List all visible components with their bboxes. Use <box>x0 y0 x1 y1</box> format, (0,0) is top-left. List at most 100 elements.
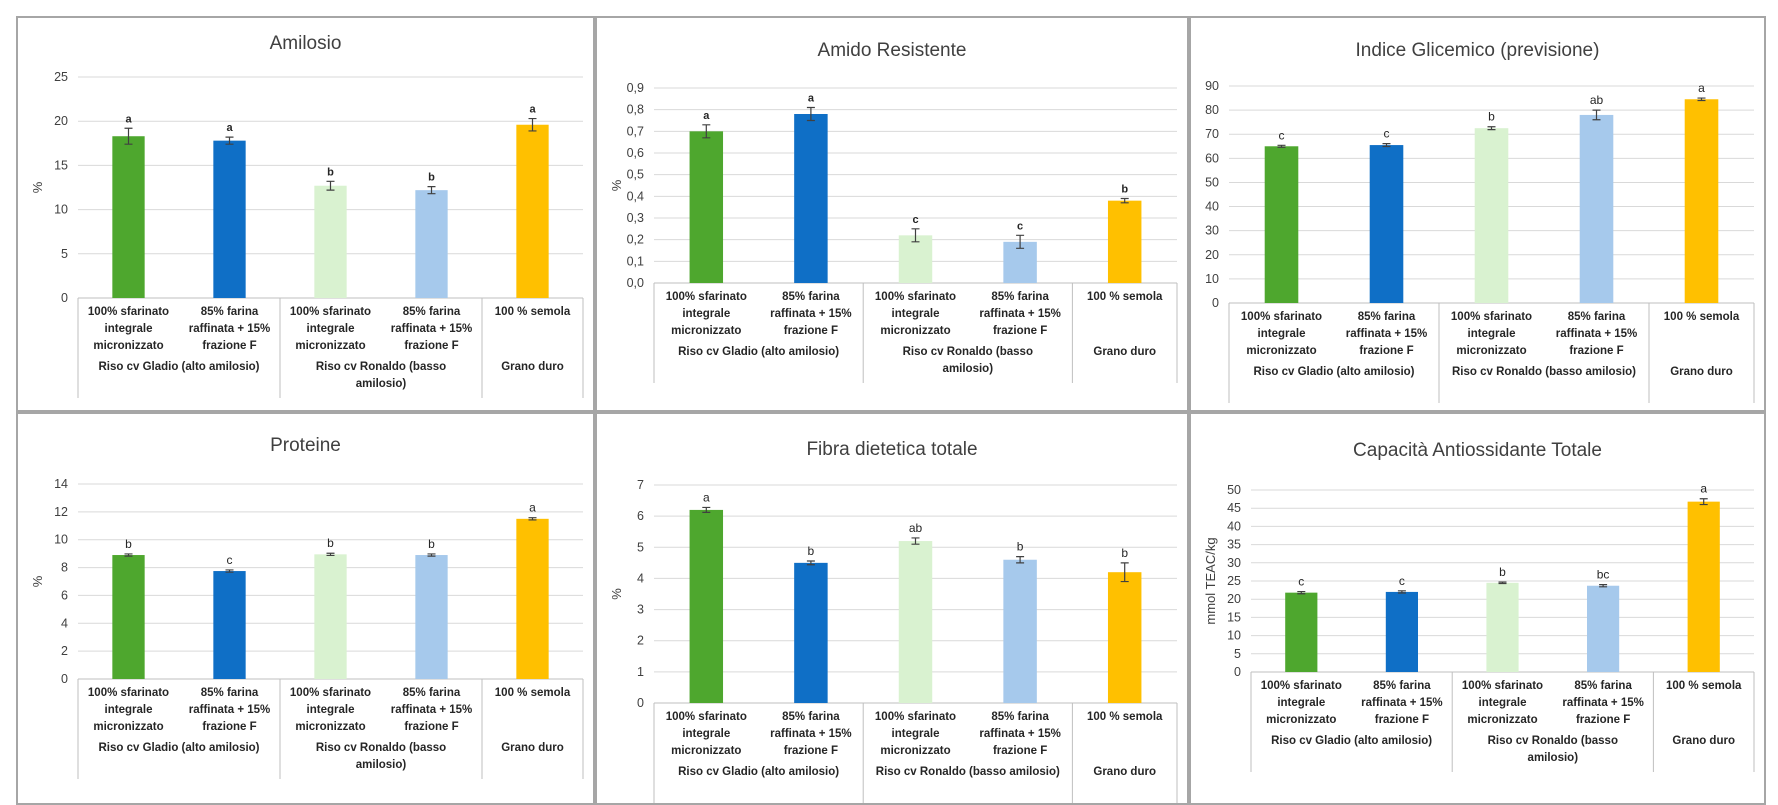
significance-letter: a <box>529 501 536 515</box>
y-tick-label: 14 <box>54 477 68 491</box>
bar <box>689 509 724 703</box>
bar <box>112 555 145 679</box>
y-tick-label: 0,7 <box>627 124 644 138</box>
chart-panel-capacita-antiossidante: Capacità Antiossidante Totale mmol TEAC/k… <box>1189 412 1766 805</box>
bar <box>1684 99 1719 303</box>
y-tick-label: 5 <box>61 247 68 261</box>
chart-panel-proteine: Proteine% 0 2 4 6 8 10 12 14 b c b b a 100% sfarinato i… <box>16 412 595 805</box>
significance-letter: a <box>808 93 815 105</box>
group-label: Grano duro <box>1093 766 1156 778</box>
significance-letter: ab <box>909 521 923 535</box>
error-bar <box>124 127 133 145</box>
chart-panel-amido-resistente: Amido Resistente% 0,0 0,1 0,2 0,3 0,4 0,5 0,6 0,… <box>595 16 1189 412</box>
category-label: 100% sfarinato integrale micronizzato <box>875 291 956 337</box>
error-bar <box>1599 584 1608 588</box>
y-tick-label: 30 <box>1205 224 1219 238</box>
y-tick-label: 5 <box>637 540 644 554</box>
significance-letter: c <box>912 214 918 226</box>
significance-letter: a <box>226 122 233 134</box>
group-label: Grano duro <box>1670 366 1733 378</box>
error-bar <box>911 228 920 243</box>
group-label: Grano duro <box>1672 735 1735 747</box>
category-label: 100 % semola <box>495 687 571 699</box>
category-label: 100% sfarinato integrale micronizzato <box>666 711 747 757</box>
significance-letter: b <box>1488 110 1495 124</box>
y-tick-label: 0,1 <box>627 254 644 268</box>
y-tick-label: 45 <box>1227 501 1241 515</box>
y-tick-label: 25 <box>54 70 68 84</box>
y-tick-label: 25 <box>1227 574 1241 588</box>
y-tick-label: 50 <box>1227 483 1241 497</box>
error-bar <box>806 560 815 566</box>
y-tick-label: 20 <box>1205 248 1219 262</box>
y-tick-label: 7 <box>637 478 644 492</box>
bar <box>689 131 724 283</box>
y-tick-label: 60 <box>1205 151 1219 165</box>
error-bar <box>702 124 711 139</box>
y-tick-label: 3 <box>637 603 644 617</box>
y-tick-label: 8 <box>61 561 68 575</box>
bar <box>794 562 828 703</box>
y-tick-label: 0,6 <box>627 146 644 160</box>
error-bar <box>1120 562 1129 583</box>
error-bar <box>326 180 335 191</box>
significance-letter: b <box>1121 184 1128 196</box>
y-tick-label: 0,0 <box>627 276 644 290</box>
significance-letter: a <box>125 113 132 125</box>
error-bar <box>225 569 234 573</box>
significance-letter: b <box>428 537 435 551</box>
y-tick-label: 10 <box>54 533 68 547</box>
category-label: 100 % semola <box>1087 711 1163 723</box>
y-tick-label: 0 <box>1212 296 1219 310</box>
error-bar <box>1297 590 1306 595</box>
error-bar <box>702 506 711 514</box>
error-bar <box>427 186 436 195</box>
bar <box>1107 200 1142 283</box>
category-label: 100% sfarinato integrale micronizzato <box>88 687 169 733</box>
chart-title: Indice Glicemico (previsione) <box>1356 40 1600 61</box>
bar <box>516 124 549 299</box>
group-label: Grano duro <box>501 361 564 373</box>
error-bar <box>1697 97 1706 102</box>
category-label: 100% sfarinato integrale micronizzato <box>290 306 371 352</box>
category-label: 100% sfarinato integrale micronizzato <box>1261 680 1342 726</box>
category-label: 85% farina raffinata + 15% frazione F <box>189 687 271 733</box>
error-bar <box>1397 590 1406 594</box>
significance-letter: b <box>125 537 132 551</box>
group-label: Riso cv Ronaldo (basso amilosio) <box>316 361 446 390</box>
y-tick-label: 2 <box>637 634 644 648</box>
y-tick-label: 4 <box>637 571 644 585</box>
error-bar <box>225 136 234 145</box>
bar <box>1579 114 1614 303</box>
significance-letter: b <box>1017 540 1024 554</box>
chart-title: Proteine <box>270 435 341 456</box>
group-label: Riso cv Ronaldo (basso amilosio) <box>876 766 1060 778</box>
chart-panel-amilosio: Amilosio% 0 5 10 15 20 25 a a b b a 100% sfarinato in… <box>16 16 595 412</box>
category-label: 85% farina raffinata + 15% frazione F <box>391 306 473 352</box>
category-label: 100% sfarinato integrale micronizzato <box>875 711 956 757</box>
bar <box>516 518 549 679</box>
y-tick-label: 15 <box>54 158 68 172</box>
y-tick-label: 0,5 <box>627 168 644 182</box>
y-tick-label: 10 <box>1227 629 1241 643</box>
group-label: Riso cv Gladio (alto amilosio) <box>1253 366 1414 378</box>
y-tick-label: 6 <box>61 588 68 602</box>
y-tick-label: 5 <box>1234 647 1241 661</box>
bar <box>1385 591 1418 672</box>
error-bar <box>1487 126 1496 131</box>
group-label: Riso cv Gladio (alto amilosio) <box>678 346 839 358</box>
significance-letter: a <box>703 490 710 504</box>
group-label: Grano duro <box>1093 346 1156 358</box>
category-label: 100% sfarinato integrale micronizzato <box>1451 311 1532 357</box>
y-tick-label: 15 <box>1227 610 1241 624</box>
y-axis-label: % <box>30 181 45 193</box>
y-axis-label: % <box>609 179 624 191</box>
y-tick-label: 40 <box>1205 200 1219 214</box>
significance-letter: b <box>1121 546 1128 560</box>
y-tick-label: 1 <box>637 665 644 679</box>
bar <box>1474 128 1509 303</box>
category-label: 100% sfarinato integrale micronizzato <box>1462 680 1543 726</box>
y-tick-label: 20 <box>54 114 68 128</box>
category-label: 85% farina raffinata + 15% frazione F <box>1556 311 1638 357</box>
